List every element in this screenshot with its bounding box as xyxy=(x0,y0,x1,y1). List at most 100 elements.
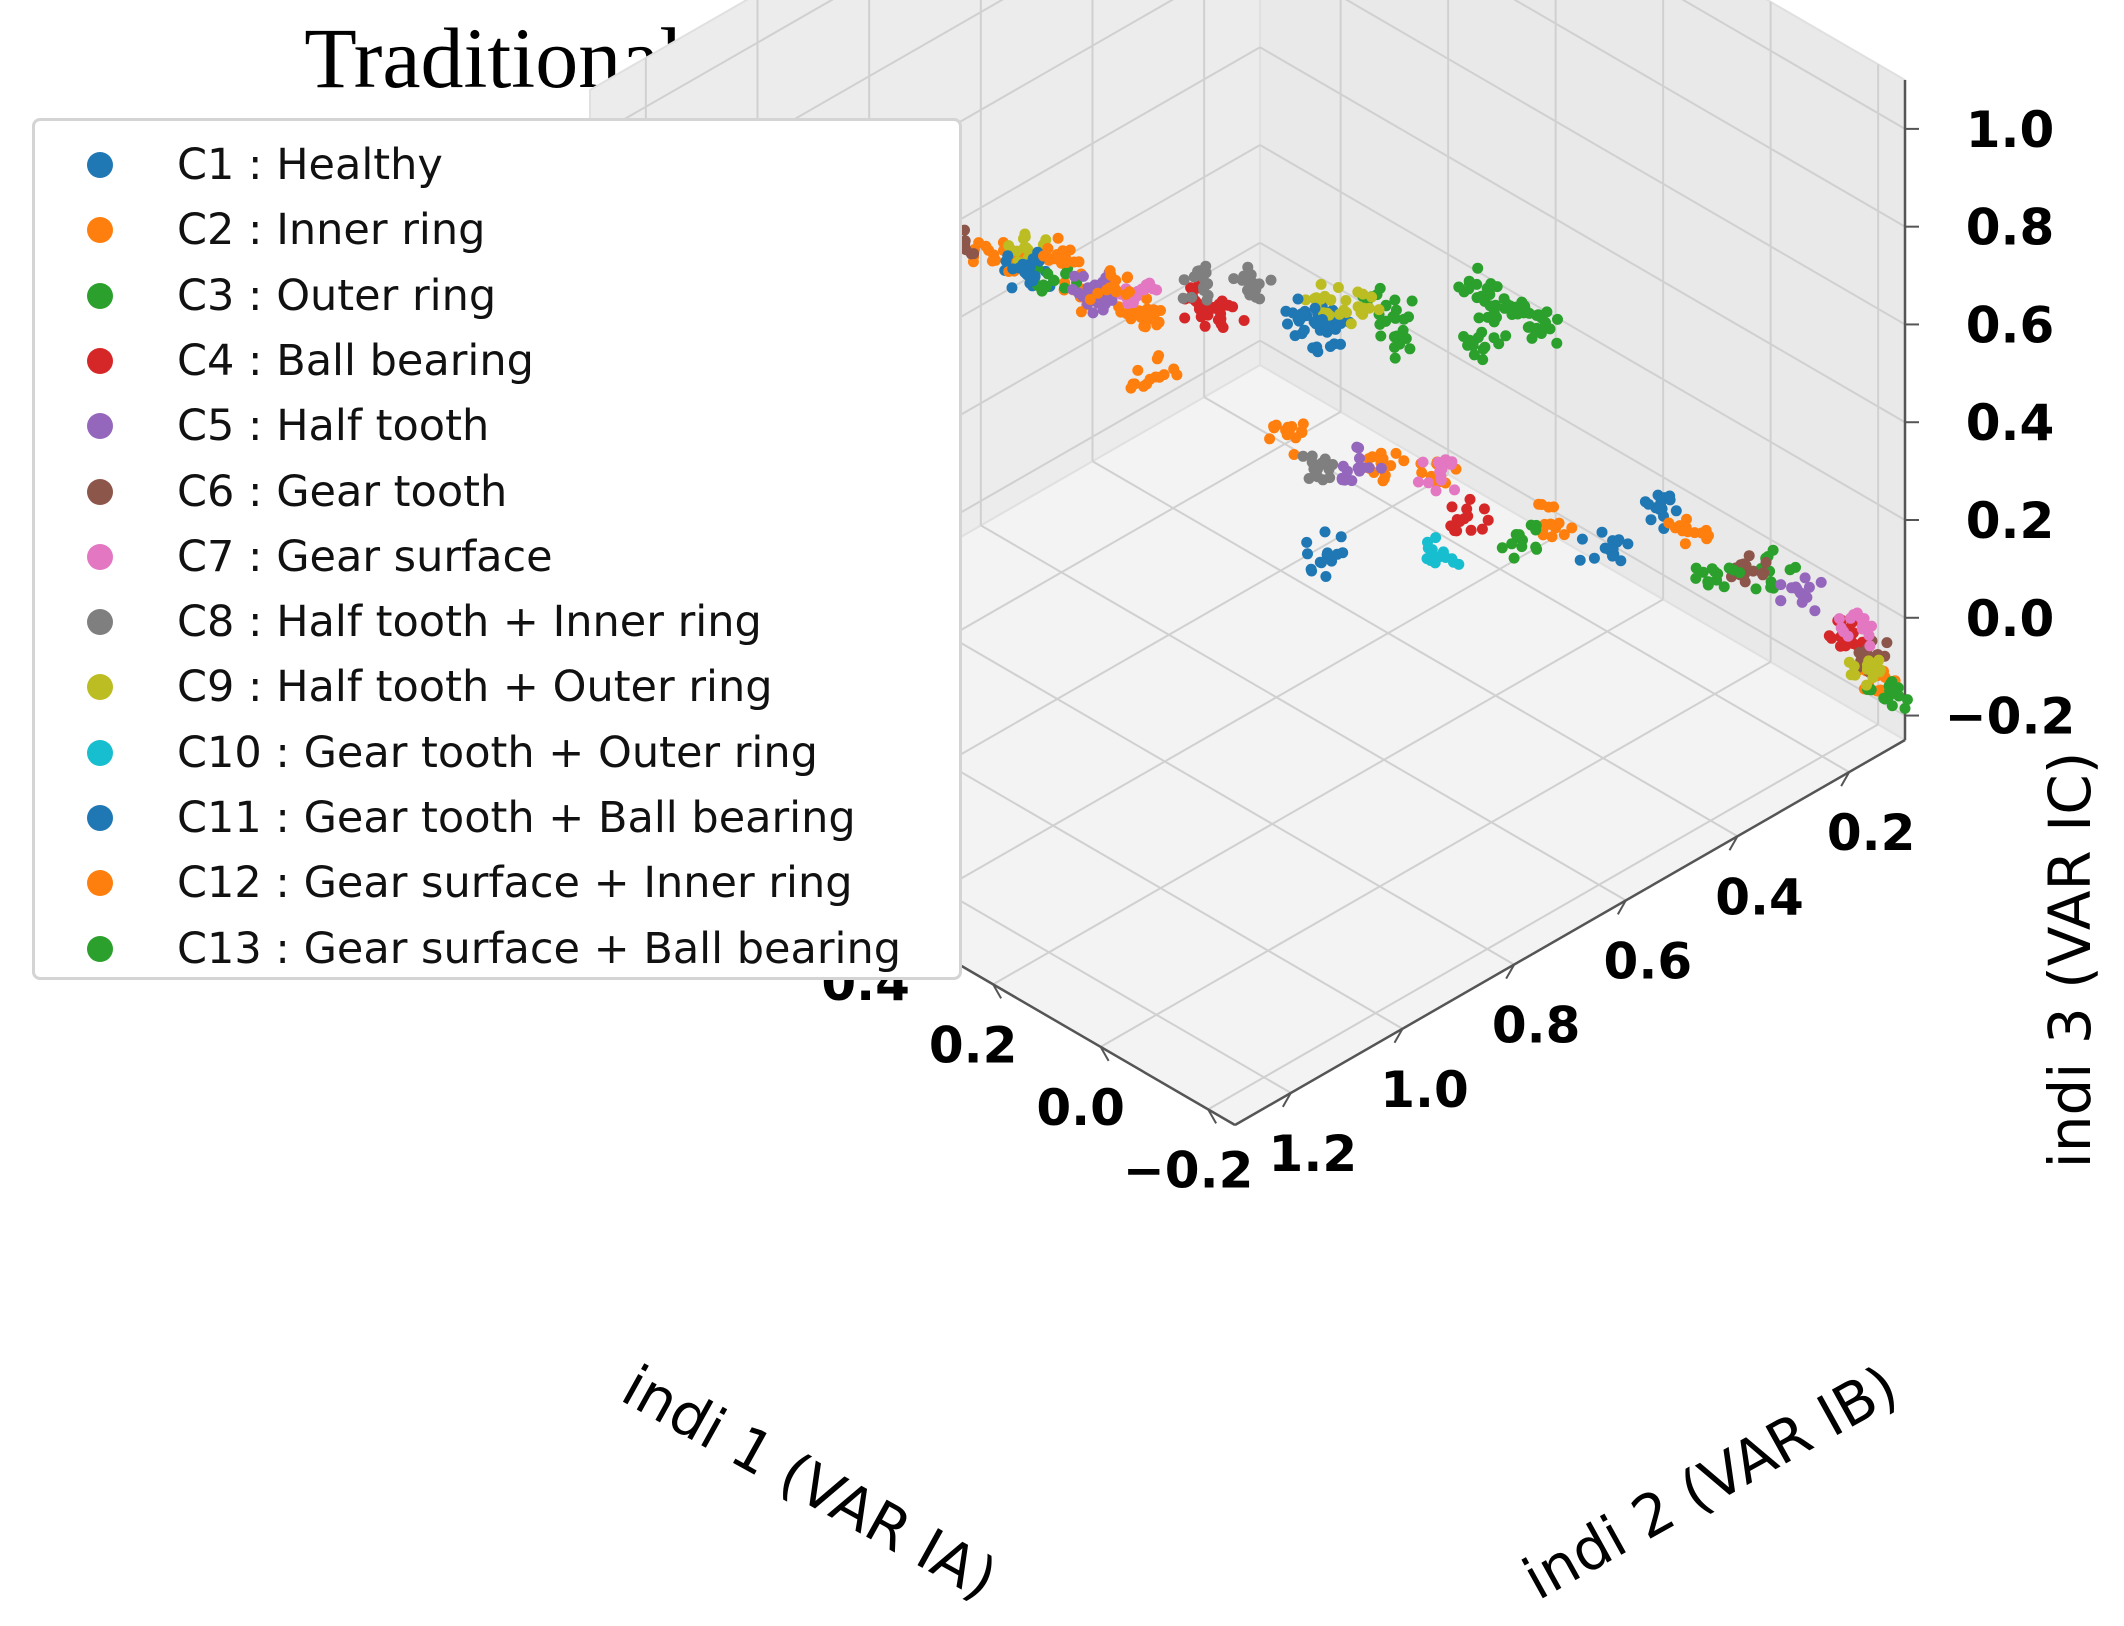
data-point xyxy=(1446,501,1458,513)
data-point xyxy=(1893,690,1905,702)
y-tick-mark xyxy=(1505,964,1516,980)
data-point xyxy=(1245,269,1257,281)
legend-item: C1 : Healthy xyxy=(35,135,443,195)
data-point xyxy=(1002,250,1014,262)
data-point xyxy=(1490,299,1502,311)
data-point xyxy=(1302,548,1313,560)
data-point xyxy=(1389,352,1401,364)
grid-line xyxy=(1259,144,1906,521)
data-point xyxy=(1282,318,1293,330)
z-tick-label: 0.0 xyxy=(1966,590,2055,648)
data-point xyxy=(1664,490,1676,502)
legend-label: C9 : Half tooth + Outer ring xyxy=(177,662,773,713)
data-point xyxy=(1354,465,1365,477)
legend-label: C12 : Gear surface + Inner ring xyxy=(177,858,853,909)
data-point xyxy=(1077,270,1089,282)
data-point xyxy=(1417,456,1429,468)
data-point xyxy=(1865,664,1876,676)
legend-item: C2 : Inner ring xyxy=(35,200,485,260)
data-point xyxy=(1690,572,1702,584)
data-point xyxy=(1324,472,1336,484)
y-tick-mark xyxy=(1728,835,1739,851)
data-point xyxy=(1558,529,1570,541)
data-point xyxy=(1141,293,1153,305)
data-point xyxy=(1068,270,1080,282)
data-point xyxy=(1445,520,1457,532)
data-point xyxy=(1530,524,1542,536)
x-tick-mark xyxy=(1099,1046,1110,1062)
data-point xyxy=(1422,542,1434,554)
data-point xyxy=(1388,310,1400,322)
data-point xyxy=(1803,581,1815,593)
data-point xyxy=(1551,337,1563,349)
data-point xyxy=(1718,581,1730,593)
data-point xyxy=(1472,332,1484,343)
grid-line xyxy=(1513,0,1906,228)
data-point xyxy=(1335,531,1347,543)
legend-marker xyxy=(87,805,113,831)
data-point xyxy=(1423,477,1434,489)
data-point xyxy=(1101,284,1113,296)
data-point xyxy=(1151,284,1163,296)
data-point xyxy=(1354,452,1365,464)
grid-line xyxy=(1344,0,1906,326)
data-point xyxy=(1566,522,1578,534)
x-tick-mark xyxy=(1207,1108,1217,1124)
grid-line xyxy=(992,598,1664,986)
legend-item: C11 : Gear tooth + Ball bearing xyxy=(35,788,856,848)
data-point xyxy=(1757,569,1769,581)
data-point xyxy=(973,237,985,249)
x-tick-label: 0.2 xyxy=(929,1016,1018,1074)
data-point xyxy=(1358,302,1370,314)
data-point xyxy=(1436,463,1448,475)
data-point xyxy=(1309,293,1320,305)
data-point xyxy=(1141,378,1153,390)
data-point xyxy=(1765,576,1777,588)
data-point xyxy=(1375,462,1387,474)
data-point xyxy=(1879,693,1891,705)
data-point xyxy=(1863,655,1875,667)
data-point xyxy=(1105,269,1117,281)
data-point xyxy=(1465,524,1477,536)
grid-line xyxy=(1259,339,1906,717)
x-tick-label: 0.0 xyxy=(1036,1079,1125,1137)
data-point xyxy=(1373,304,1385,316)
legend-item: C8 : Half tooth + Inner ring xyxy=(35,592,762,652)
data-point xyxy=(1124,286,1135,298)
data-point xyxy=(1613,534,1625,546)
data-point xyxy=(1799,572,1811,584)
data-point xyxy=(1228,273,1240,285)
data-point xyxy=(1136,283,1148,295)
data-point xyxy=(1298,324,1310,336)
legend-label: C11 : Gear tooth + Ball bearing xyxy=(177,793,856,843)
data-point xyxy=(1784,564,1796,576)
y-axis-line xyxy=(1234,738,1906,1127)
data-point xyxy=(1472,262,1484,274)
grid-line xyxy=(980,524,1627,902)
data-point xyxy=(1022,244,1034,256)
data-point xyxy=(1345,318,1357,330)
data-point xyxy=(1319,526,1331,538)
data-point xyxy=(1596,526,1608,538)
z-tick-label: 0.6 xyxy=(1966,296,2055,354)
legend-item: C10 : Gear tooth + Outer ring xyxy=(35,723,818,783)
data-point xyxy=(1775,595,1787,607)
grid-line xyxy=(885,536,1557,923)
data-point xyxy=(1833,613,1845,625)
y-tick-label: 0.4 xyxy=(1715,868,1804,926)
data-point xyxy=(1335,338,1346,350)
data-point xyxy=(1858,613,1870,625)
data-point xyxy=(1543,501,1555,513)
data-point xyxy=(1306,450,1318,462)
legend-item: C13 : Gear surface + Ball bearing xyxy=(35,919,901,979)
data-point xyxy=(1179,312,1191,324)
data-point xyxy=(1357,288,1369,300)
data-point xyxy=(1375,330,1387,342)
data-point xyxy=(1127,378,1139,390)
data-point xyxy=(1289,330,1301,342)
legend-marker xyxy=(87,935,113,962)
legend-marker xyxy=(87,478,113,505)
data-point xyxy=(1324,341,1336,352)
data-point xyxy=(1645,514,1657,526)
data-point xyxy=(1109,283,1121,295)
